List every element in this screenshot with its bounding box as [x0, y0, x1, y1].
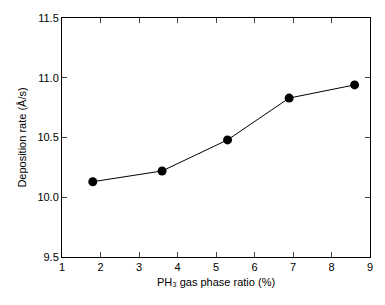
svg-text:4: 4 [174, 261, 180, 273]
svg-text:11.5: 11.5 [38, 12, 59, 24]
svg-text:PH₃ gas phase ratio (%): PH₃ gas phase ratio (%) [157, 276, 275, 288]
svg-text:10.0: 10.0 [37, 191, 58, 203]
svg-text:9: 9 [367, 261, 373, 273]
svg-text:9.5: 9.5 [44, 251, 59, 263]
svg-text:5: 5 [213, 261, 219, 273]
svg-text:10.5: 10.5 [37, 131, 58, 143]
svg-text:1: 1 [59, 261, 65, 273]
svg-text:11.0: 11.0 [38, 72, 59, 84]
svg-text:3: 3 [136, 261, 142, 273]
svg-text:Deposition rate (Å/s): Deposition rate (Å/s) [16, 87, 28, 187]
svg-text:2: 2 [97, 261, 103, 273]
svg-text:8: 8 [328, 261, 334, 273]
svg-text:7: 7 [290, 261, 296, 273]
svg-text:6: 6 [251, 261, 257, 273]
